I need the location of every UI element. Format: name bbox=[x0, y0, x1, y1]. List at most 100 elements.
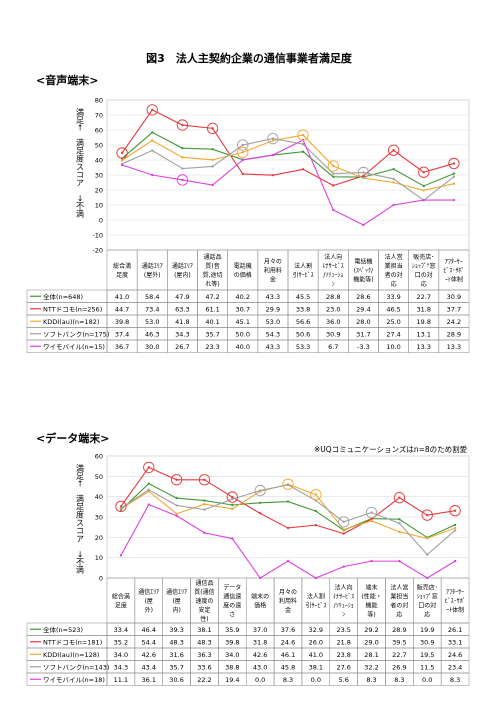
data-point-softbank bbox=[426, 553, 429, 556]
data-label: 46.5 bbox=[386, 305, 400, 313]
data-label: 36.1 bbox=[142, 676, 156, 684]
data-point-softbank bbox=[231, 497, 234, 501]
data-label: 5.6 bbox=[339, 676, 349, 684]
data-label: 0.0 bbox=[311, 676, 321, 684]
data-terminal-chart: 0 10 20 30 40 50 60 満足← 満足度スコア →不満総合満足度通信ｴﾘｱ(屋外… bbox=[26, 453, 470, 686]
data-label: 29.4 bbox=[356, 305, 370, 313]
data-point-all bbox=[211, 148, 214, 151]
data-label: 37.7 bbox=[447, 305, 461, 313]
category-cell bbox=[167, 249, 198, 291]
data-point-softbank bbox=[203, 508, 206, 511]
y-tick-label: 50 bbox=[95, 142, 103, 150]
data-point-ymobile bbox=[147, 503, 150, 506]
category-cell bbox=[301, 577, 331, 624]
data-label: 23.5 bbox=[336, 626, 350, 634]
data-point-ntt bbox=[453, 509, 457, 512]
data-point-softbank bbox=[453, 529, 457, 532]
data-point-kddi bbox=[426, 537, 429, 540]
data-point-ntt bbox=[211, 127, 214, 130]
data-label: 47.2 bbox=[205, 293, 219, 301]
category-cell bbox=[245, 577, 275, 624]
data-point-kddi bbox=[241, 151, 244, 154]
highlight-marker bbox=[115, 500, 127, 513]
legend-label: KDDI(au)(n=128) bbox=[43, 651, 99, 659]
data-label: 38.8 bbox=[225, 663, 239, 671]
data-point-all bbox=[452, 172, 456, 175]
data-point-all bbox=[453, 523, 457, 527]
data-point-ntt bbox=[362, 174, 365, 178]
highlight-marker bbox=[327, 160, 339, 172]
data-point-softbank bbox=[151, 149, 154, 152]
data-label: 45.5 bbox=[296, 293, 310, 301]
data-label: 30.9 bbox=[420, 638, 434, 646]
data-point-softbank bbox=[119, 507, 123, 510]
highlight-marker bbox=[254, 484, 266, 497]
highlight-marker bbox=[365, 506, 378, 519]
data-point-softbank bbox=[147, 488, 150, 491]
data-label: 19.5 bbox=[420, 651, 434, 659]
data-point-ymobile bbox=[203, 531, 206, 535]
data-point-kddi bbox=[271, 139, 275, 142]
legend-label: ソフトバンク(n=143) bbox=[43, 663, 109, 671]
data-label: 28.1 bbox=[364, 651, 378, 659]
data-point-ntt bbox=[370, 517, 373, 521]
data-point-all bbox=[231, 503, 234, 507]
data-label: 41.8 bbox=[175, 318, 189, 326]
data-label: 35.2 bbox=[114, 638, 128, 646]
data-label: 47.9 bbox=[175, 293, 189, 301]
data-label: 73.4 bbox=[145, 305, 159, 313]
category-label: 法人営業担当者の対応 bbox=[390, 584, 408, 619]
data-label: 8.3 bbox=[283, 676, 293, 684]
data-point-ymobile bbox=[332, 208, 335, 212]
data-label: 50.0 bbox=[236, 330, 250, 338]
y-tick-label: -10 bbox=[92, 232, 103, 240]
data-label: 31.8 bbox=[417, 305, 431, 313]
data-point-ymobile bbox=[453, 559, 457, 563]
data-label: 42.6 bbox=[253, 651, 267, 659]
data-label: 39.5 bbox=[392, 638, 406, 646]
legend-label: NTTドコモ(n=181) bbox=[43, 638, 102, 646]
data-point-softbank bbox=[370, 511, 373, 514]
data-label: 24.6 bbox=[448, 651, 462, 659]
data-label: 45.8 bbox=[281, 663, 295, 671]
data-label: 28.9 bbox=[447, 330, 461, 338]
data-label: 38.1 bbox=[197, 626, 211, 634]
data-label: 28.6 bbox=[356, 293, 370, 301]
data-label: 19.8 bbox=[417, 318, 431, 326]
data-label: 39.8 bbox=[225, 638, 239, 646]
data-label: 28.8 bbox=[326, 293, 340, 301]
highlight-marker bbox=[143, 461, 155, 474]
data-point-kddi bbox=[422, 189, 425, 192]
category-label: 法人割引ｻｰﾋﾞｽ bbox=[305, 593, 326, 610]
data-point-all bbox=[392, 167, 395, 171]
data-label: 10.0 bbox=[386, 343, 400, 351]
category-cell bbox=[227, 249, 259, 291]
data-label: 21.8 bbox=[336, 638, 350, 646]
data-label: 13.3 bbox=[447, 343, 461, 351]
data-section-title: <データ端末> bbox=[36, 432, 110, 445]
data-label: 30.6 bbox=[169, 676, 183, 684]
legend-label: NTTドコモ(n=256) bbox=[43, 305, 102, 313]
data-point-ntt bbox=[147, 466, 150, 469]
y-tick-label: 80 bbox=[95, 97, 103, 105]
category-label: ｱﾌﾀｰｻｰﾋﾞｽ･ｻﾎﾟｰﾄ体制 bbox=[445, 589, 466, 614]
data-label: 24.6 bbox=[281, 638, 295, 646]
data-point-ntt bbox=[175, 478, 178, 481]
data-point-softbank bbox=[211, 165, 214, 168]
data-label: 42.6 bbox=[142, 651, 156, 659]
data-point-ymobile bbox=[398, 559, 401, 563]
category-label: 通信ｴﾘｱ(屋外) bbox=[138, 588, 159, 614]
legend-label: 全体(n=648) bbox=[43, 292, 83, 301]
data-point-ymobile bbox=[286, 559, 290, 563]
category-label: データ通信速度の速さ bbox=[223, 584, 241, 619]
highlight-marker bbox=[170, 474, 183, 486]
data-point-ntt bbox=[301, 168, 305, 171]
voice-section-title: <音声端末> bbox=[36, 74, 99, 87]
data-label: 30.9 bbox=[326, 330, 340, 338]
data-label: 39.3 bbox=[169, 626, 183, 634]
data-point-softbank bbox=[181, 167, 184, 170]
highlight-marker bbox=[237, 146, 249, 158]
data-label: 24.2 bbox=[447, 318, 461, 326]
data-point-kddi bbox=[301, 133, 305, 137]
data-point-ntt bbox=[271, 173, 275, 177]
